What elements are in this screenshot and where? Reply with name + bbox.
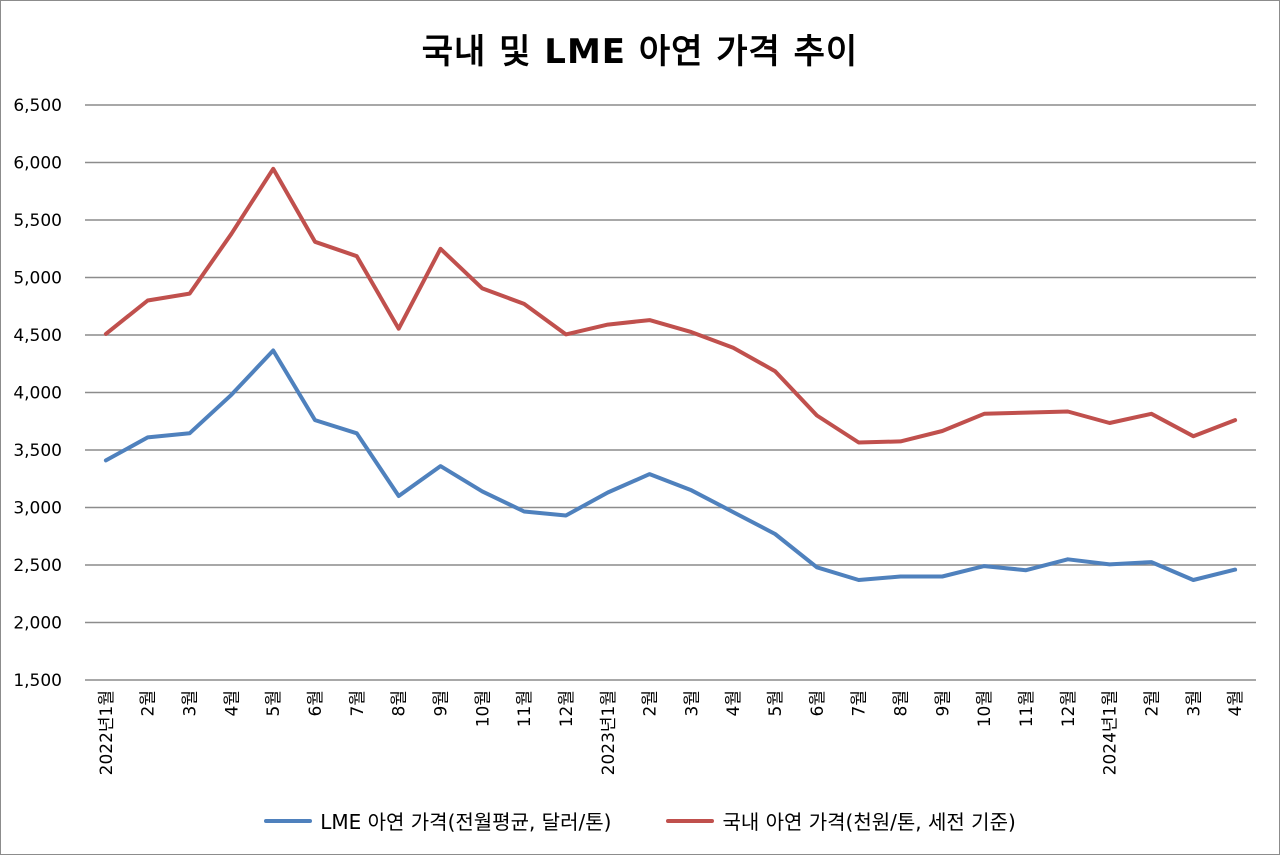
x-tick-label: 6월 [306, 690, 326, 716]
x-tick-label: 2월 [139, 690, 159, 716]
legend-swatch-domestic [666, 818, 715, 823]
x-tick-label: 9월 [933, 690, 953, 716]
x-tick-label: 10월 [473, 690, 493, 727]
series-line-domestic [103, 166, 1238, 445]
y-axis-ticks: 6,500 6,000 5,500 5,000 4,500 4,000 3,500 3,000… [13, 96, 62, 691]
legend: LME 아연 가격(전월평균, 달러/톤) 국내 아연 가격(천원/톤, 세전 … [0, 806, 1280, 835]
x-tick-label: 12월 [557, 690, 577, 727]
x-tick-label: 2023년1월 [599, 690, 619, 775]
y-tick-label: 2,500 [13, 556, 62, 576]
legend-label-domestic: 국내 아연 가격(천원/톤, 세전 기준) [722, 810, 1016, 834]
x-tick-label: 12월 [1059, 690, 1079, 727]
y-tick-label: 4,000 [13, 384, 62, 404]
x-tick-label: 4월 [1226, 690, 1246, 716]
x-tick-label: 3월 [1184, 690, 1204, 716]
gridlines [85, 104, 1256, 681]
y-tick-label: 5,000 [13, 269, 62, 289]
y-tick-label: 3,000 [13, 499, 62, 519]
x-tick-label: 6월 [808, 690, 828, 716]
x-tick-label: 5월 [766, 690, 786, 716]
x-tick-label: 10월 [975, 690, 995, 727]
legend-item-domestic: 국내 아연 가격(천원/톤, 세전 기준) [666, 806, 1016, 835]
x-tick-label: 2월 [641, 690, 661, 716]
y-tick-label: 3,500 [13, 441, 62, 461]
x-tick-label: 8월 [892, 690, 912, 716]
x-tick-label: 4월 [222, 690, 242, 716]
legend-label-lme: LME 아연 가격(전월평균, 달러/톤) [320, 810, 612, 834]
series-line-lme [103, 348, 1238, 582]
x-tick-label: 2024년1월 [1101, 690, 1121, 775]
x-tick-label: 5월 [264, 690, 284, 716]
legend-item-lme: LME 아연 가격(전월평균, 달러/톤) [264, 806, 611, 835]
x-tick-label: 2022년1월 [97, 690, 117, 775]
x-tick-label: 9월 [431, 690, 451, 716]
x-tick-label: 7월 [348, 690, 368, 716]
x-tick-label: 3월 [181, 690, 201, 716]
x-tick-label: 11월 [515, 690, 535, 727]
x-tick-label: 11월 [1017, 690, 1037, 727]
y-tick-label: 4,500 [13, 326, 62, 346]
x-tick-label: 7월 [850, 690, 870, 716]
y-tick-label: 6,000 [13, 154, 62, 174]
x-tick-label: 8월 [390, 690, 410, 716]
x-tick-label: 2월 [1142, 690, 1162, 716]
y-tick-label: 1,500 [13, 671, 62, 691]
legend-swatch-lme [264, 818, 313, 823]
y-tick-label: 5,500 [13, 211, 62, 231]
x-axis-ticks: 2022년1월 2월 3월 4월 5월 6월 7월 8월 9월 10월 11월 12월 2023년1월 2… [97, 690, 1246, 775]
y-tick-label: 6,500 [13, 96, 62, 116]
series-lines [103, 166, 1238, 582]
chart-title: 국내 및 LME 아연 가격 추이 [421, 32, 859, 72]
x-tick-label: 4월 [724, 690, 744, 716]
y-tick-label: 2,000 [13, 614, 62, 634]
x-tick-label: 3월 [682, 690, 702, 716]
